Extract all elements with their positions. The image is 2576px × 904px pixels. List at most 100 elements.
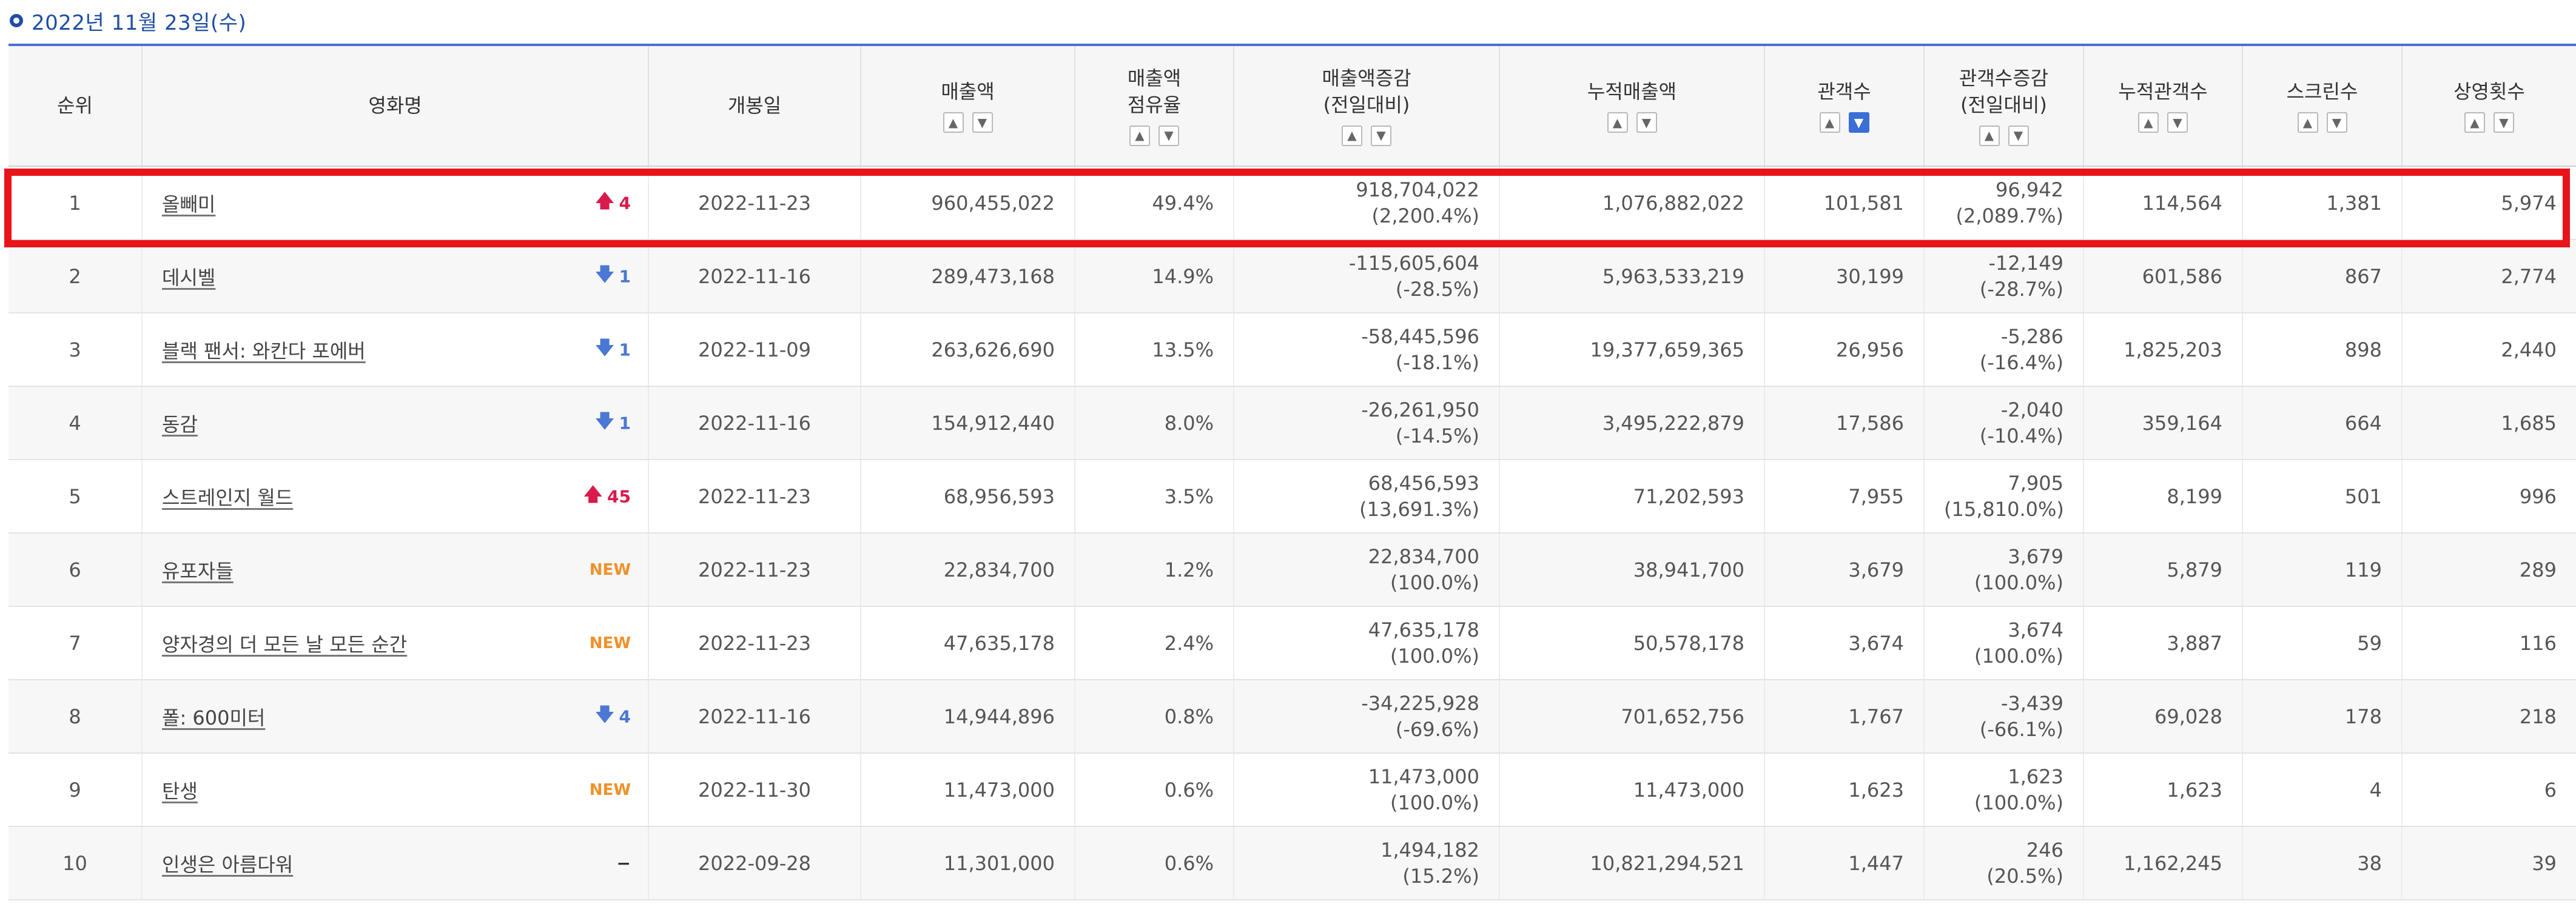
- sort-asc-button[interactable]: ▲: [2464, 112, 2485, 133]
- date-header: 2022년 11월 23일(수): [10, 5, 246, 36]
- rank-change-value: 45: [607, 486, 631, 506]
- sales-change-percent: (15.2%): [1402, 864, 1479, 888]
- sales-change-cell: -58,445,596 (-18.1%): [1234, 313, 1500, 387]
- audience-change-value: -3,439: [2000, 692, 2063, 715]
- sort-desc-button[interactable]: ▼: [2326, 112, 2347, 133]
- sort-asc-button[interactable]: ▲: [2297, 112, 2318, 133]
- open-date-cell: 2022-11-23: [648, 533, 861, 607]
- sales-change-value: 22,834,700: [1368, 545, 1479, 569]
- cum-sales-cell: 10,821,294,521: [1499, 826, 1765, 900]
- cum-audience-cell: 1,825,203: [2083, 313, 2243, 387]
- sort-desc-button-active[interactable]: ▼: [1848, 112, 1869, 133]
- boxoffice-table: 순위 영화명 개봉일 매출액 ▲ ▼ 매출액 점유율 ▲ ▼: [8, 44, 2576, 900]
- movie-title-link[interactable]: 블랙 팬서: 와칸다 포에버: [162, 339, 366, 363]
- sort-desc-button[interactable]: ▼: [1159, 125, 1179, 146]
- sales-change-value: -26,261,950: [1361, 398, 1479, 422]
- open-date-cell: 2022-11-16: [648, 239, 861, 313]
- audience-change-cell: 7,905 (15,810.0%): [1924, 460, 2084, 534]
- open-date-cell: 2022-11-16: [648, 680, 861, 754]
- col-header-sales-change: 매출액증감 (전일대비) ▲ ▼: [1234, 44, 1500, 167]
- shows-cell: 218: [2402, 680, 2576, 754]
- cum-sales-cell: 3,495,222,879: [1499, 386, 1765, 460]
- screens-cell: 119: [2242, 533, 2403, 607]
- table-row: 8 폴: 600미터 🡇 4 2022-11-16 14,944,896 0.8% -34,2…: [8, 680, 2576, 754]
- cum-audience-cell: 5,879: [2083, 533, 2243, 607]
- sort-desc-button[interactable]: ▼: [2494, 112, 2514, 133]
- rank-change: 🡇 1: [596, 261, 631, 292]
- open-date-cell: 2022-11-23: [648, 460, 861, 534]
- rank-change: 🡅 45: [583, 481, 631, 512]
- rank-change-value: NEW: [589, 634, 631, 652]
- sort-asc-button[interactable]: ▲: [1979, 125, 2000, 146]
- rank-change: 🡇 1: [596, 334, 631, 365]
- movie-title-link[interactable]: 폴: 600미터: [162, 706, 266, 729]
- sort-asc-button[interactable]: ▲: [1342, 125, 1362, 146]
- share-cell: 3.5%: [1075, 460, 1234, 534]
- share-cell: 2.4%: [1075, 606, 1234, 680]
- rank-cell: 3: [8, 313, 143, 387]
- table-row: 10 인생은 아름다워 −2022-09-28 11,301,000 0.6% 1,494…: [8, 826, 2576, 900]
- table-row: 1 올빼미 🡅 4 2022-11-23 960,455,022 49.4% 918,704,…: [8, 166, 2576, 240]
- sort-asc-button[interactable]: ▲: [2138, 112, 2159, 133]
- rank-change: 🡇 4: [596, 701, 631, 732]
- sales-change-percent: (-28.5%): [1395, 277, 1479, 301]
- audience-cell: 1,623: [1764, 753, 1925, 827]
- shows-cell: 5,974: [2402, 166, 2576, 240]
- share-cell: 8.0%: [1075, 386, 1234, 460]
- sort-asc-button[interactable]: ▲: [1129, 125, 1150, 146]
- arrow-down-icon: 🡇: [595, 704, 614, 725]
- sort-desc-button[interactable]: ▼: [1371, 125, 1391, 146]
- rank-cell: 9: [8, 753, 143, 827]
- rank-cell: 10: [8, 826, 143, 900]
- rank-cell: 2: [8, 239, 143, 313]
- movie-title-link[interactable]: 인생은 아름다워: [162, 852, 294, 876]
- rank-cell: 1: [8, 166, 143, 240]
- movie-title-link[interactable]: 유포자들: [162, 559, 234, 583]
- shows-cell: 116: [2402, 606, 2576, 680]
- audience-change-value: -2,040: [2000, 398, 2063, 422]
- rank-change-value: 1: [619, 340, 631, 360]
- sort-asc-button[interactable]: ▲: [1819, 112, 1840, 133]
- audience-cell: 101,581: [1764, 166, 1925, 240]
- cum-audience-cell: 601,586: [2083, 239, 2243, 313]
- sales-change-cell: 22,834,700 (100.0%): [1234, 533, 1500, 607]
- movie-title-link[interactable]: 데시벨: [162, 266, 216, 289]
- open-date-cell: 2022-11-23: [648, 606, 861, 680]
- sales-cell: 47,635,178: [861, 606, 1075, 680]
- sales-change-cell: 918,704,022 (2,200.4%): [1234, 166, 1500, 240]
- open-date-cell: 2022-11-30: [648, 753, 861, 827]
- sales-change-cell: -26,261,950 (-14.5%): [1234, 386, 1500, 460]
- share-cell: 1.2%: [1075, 533, 1234, 607]
- movie-title-link[interactable]: 양자경의 더 모든 날 모든 순간: [162, 632, 408, 656]
- movie-cell: 인생은 아름다워 −: [142, 826, 649, 900]
- sort-asc-button[interactable]: ▲: [1607, 112, 1628, 133]
- movie-title-link[interactable]: 스트레인지 월드: [162, 486, 294, 509]
- sort-desc-button[interactable]: ▼: [1636, 112, 1657, 133]
- audience-change-cell: -2,040 (-10.4%): [1924, 386, 2084, 460]
- sort-asc-button[interactable]: ▲: [943, 112, 964, 133]
- sort-desc-button[interactable]: ▼: [972, 112, 993, 133]
- share-cell: 13.5%: [1075, 313, 1234, 387]
- audience-cell: 1,447: [1764, 826, 1925, 900]
- movie-cell: 동감 🡇 1: [142, 386, 649, 460]
- screens-cell: 178: [2242, 680, 2403, 754]
- sort-desc-button[interactable]: ▼: [2008, 125, 2029, 146]
- sort-desc-button[interactable]: ▼: [2167, 112, 2188, 133]
- movie-title-link[interactable]: 탄생: [162, 779, 198, 803]
- sales-change-cell: 1,494,182 (15.2%): [1234, 826, 1500, 900]
- audience-change-value: 246: [2026, 839, 2063, 862]
- open-date-cell: 2022-11-23: [648, 166, 861, 240]
- movie-title-link[interactable]: 올빼미: [162, 192, 216, 216]
- audience-change-value: 96,942: [1996, 178, 2063, 202]
- audience-cell: 3,679: [1764, 533, 1925, 607]
- rank-cell: 8: [8, 680, 143, 754]
- arrow-down-icon: 🡇: [595, 337, 614, 358]
- rank-cell: 7: [8, 606, 143, 680]
- cum-sales-cell: 19,377,659,365: [1499, 313, 1765, 387]
- sales-change-value: -58,445,596: [1361, 325, 1479, 349]
- sales-cell: 289,473,168: [861, 239, 1075, 313]
- cum-sales-cell: 50,578,178: [1499, 606, 1765, 680]
- sales-change-value: 11,473,000: [1368, 765, 1479, 789]
- arrow-down-icon: 🡇: [595, 264, 614, 285]
- movie-title-link[interactable]: 동감: [162, 412, 198, 436]
